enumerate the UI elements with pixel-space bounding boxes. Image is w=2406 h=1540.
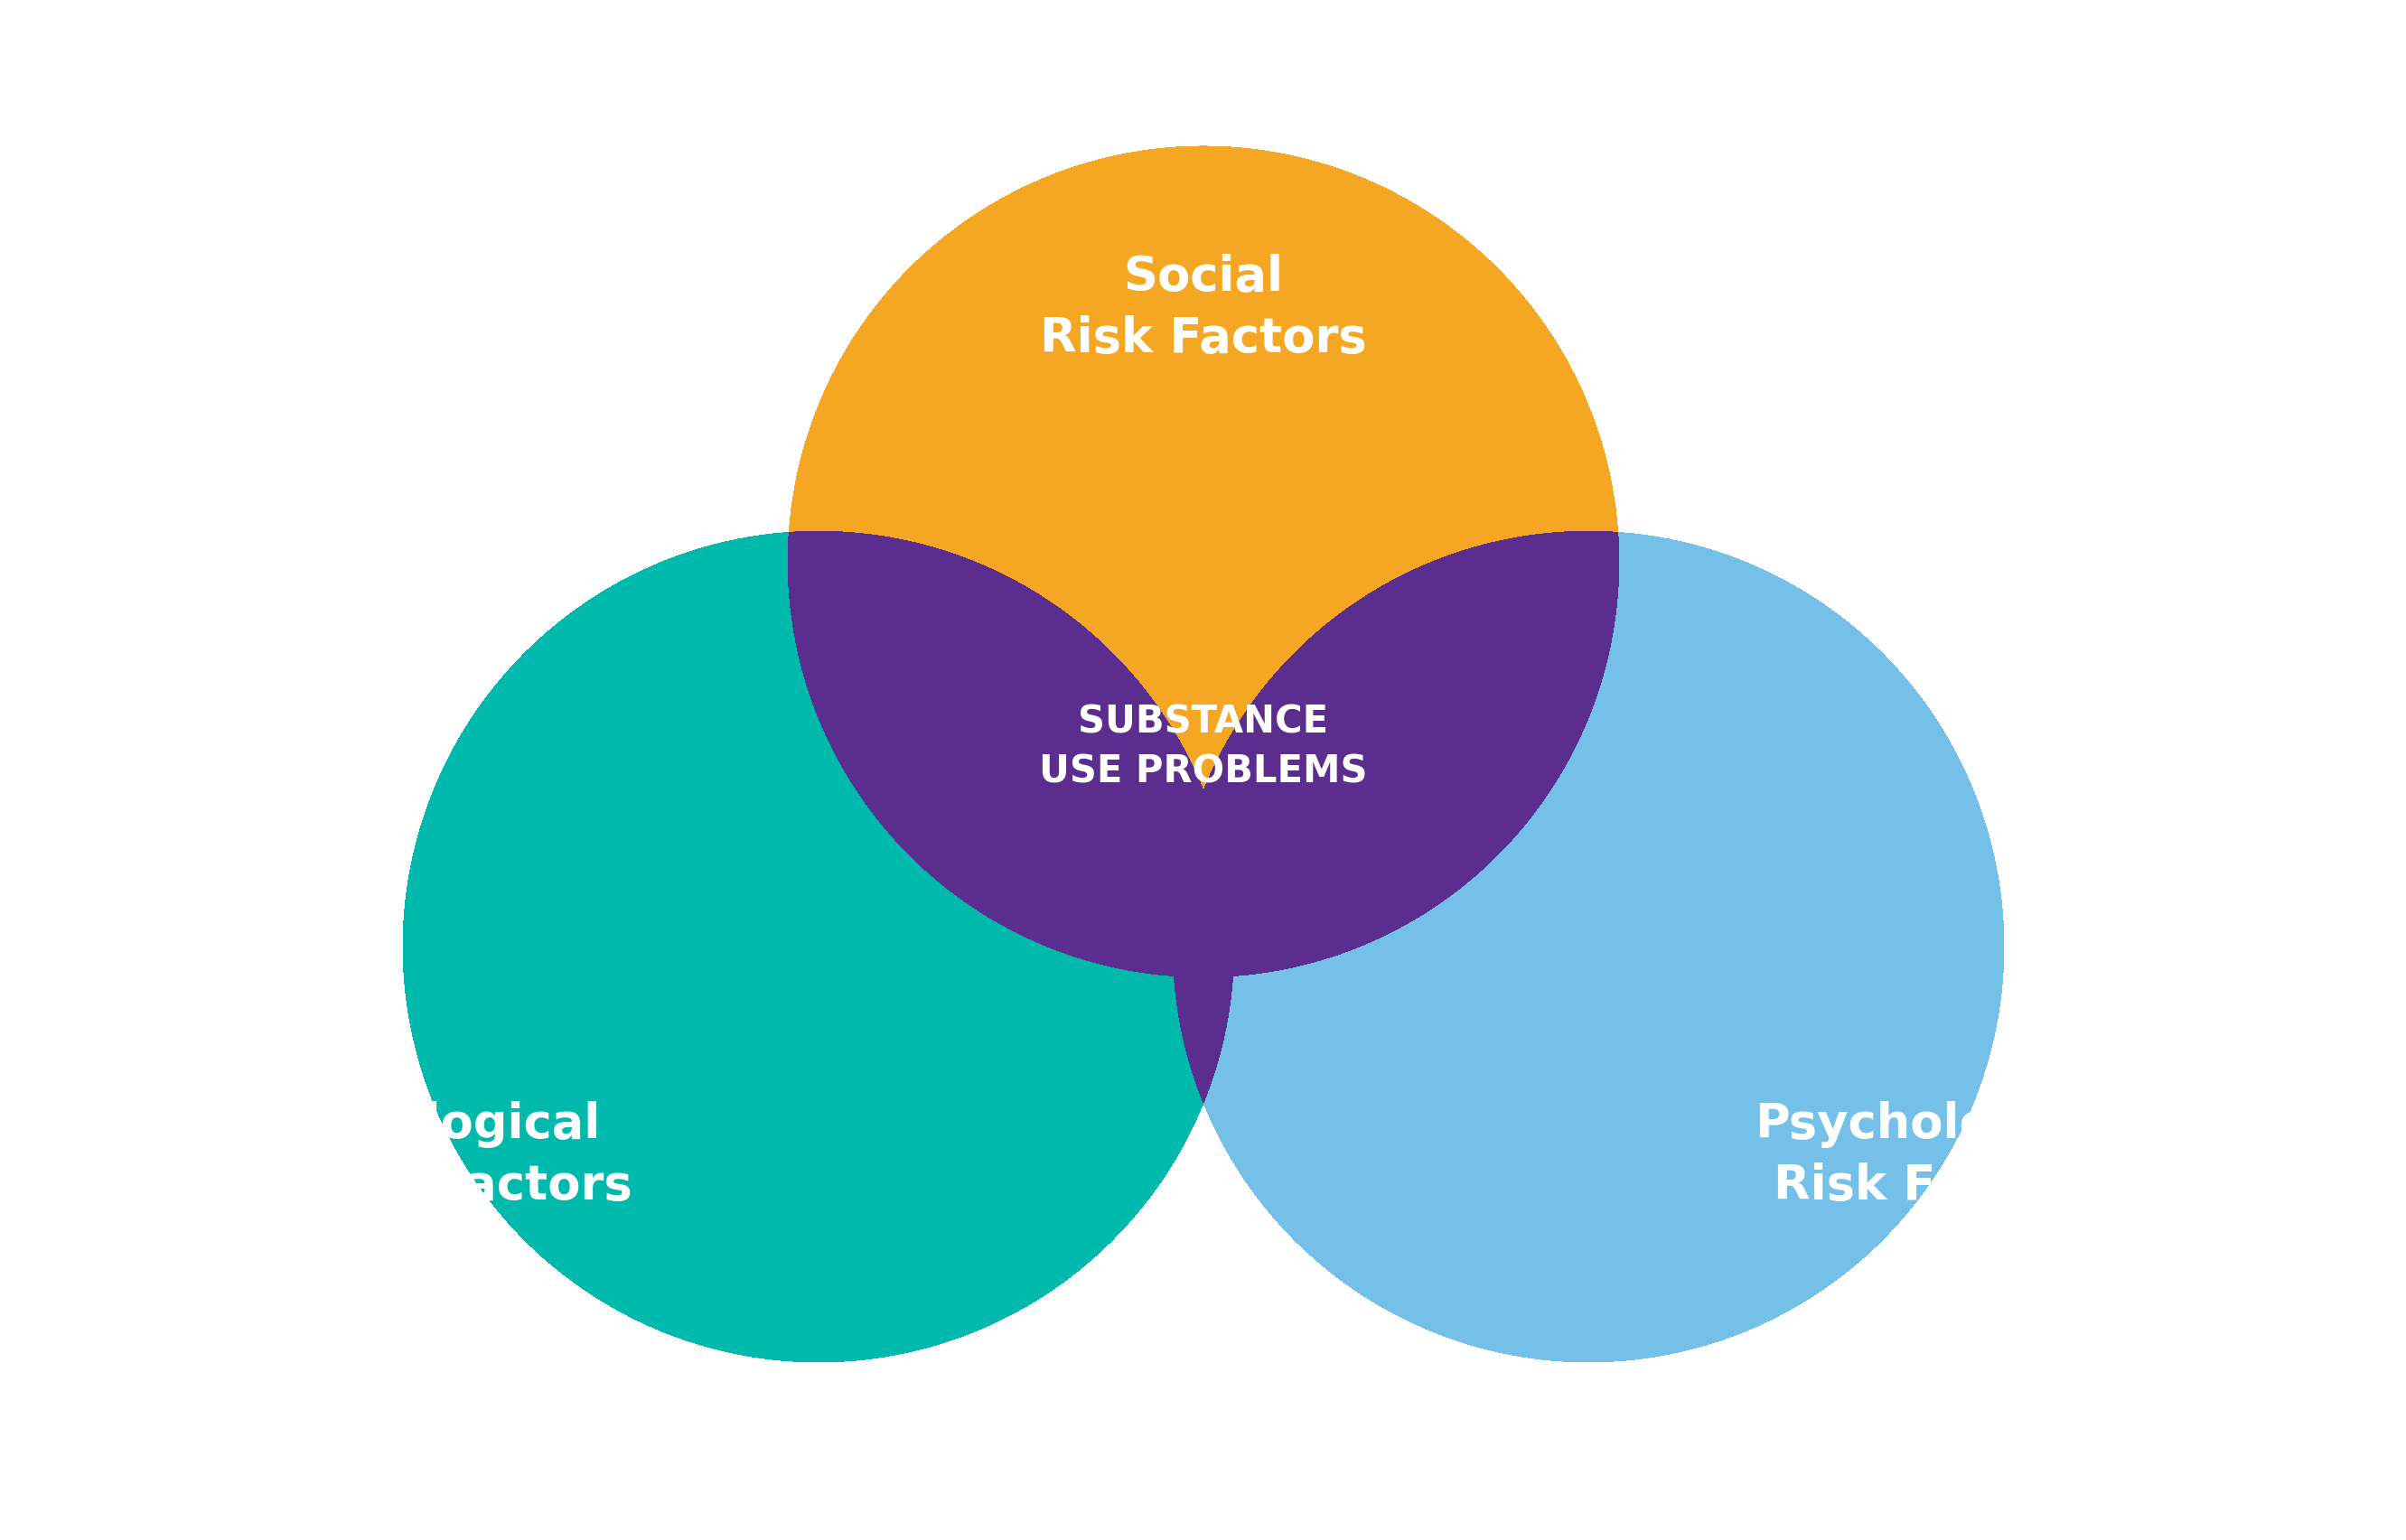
Text: Biological
Risk Factors: Biological Risk Factors (306, 1101, 633, 1209)
Text: Social
Risk Factors: Social Risk Factors (1039, 254, 1367, 362)
Text: SUBSTANCE
USE PROBLEMS: SUBSTANCE USE PROBLEMS (1039, 702, 1367, 792)
Text: Psychological
Risk Factors: Psychological Risk Factors (1754, 1101, 2120, 1209)
